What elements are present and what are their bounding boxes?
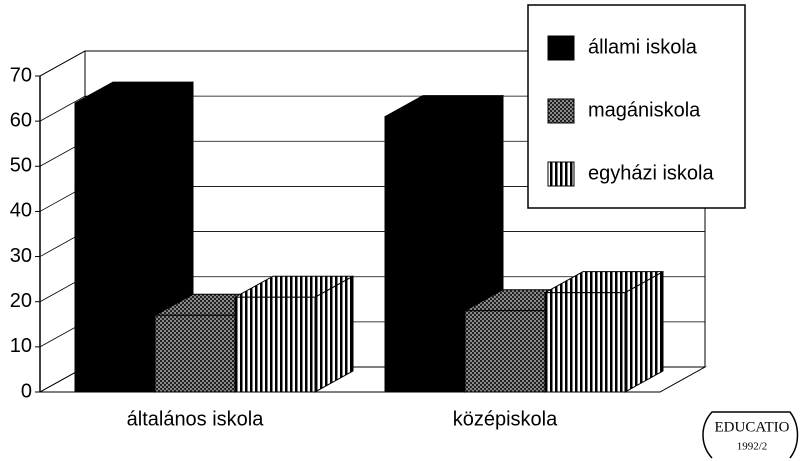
bar xyxy=(544,292,626,393)
y-tick-label: 60 xyxy=(10,109,32,131)
y-tick-label: 20 xyxy=(10,290,32,312)
x-tick-label: általános iskola xyxy=(127,408,265,430)
y-tick-label: 70 xyxy=(10,64,32,86)
y-tick-label: 30 xyxy=(10,245,32,267)
stamp-issue: 1992/2 xyxy=(737,441,768,453)
legend-swatch xyxy=(547,98,575,124)
stamp xyxy=(702,411,799,459)
y-tick-label: 40 xyxy=(10,200,32,222)
legend-label: állami iskola xyxy=(588,36,698,58)
legend-swatch xyxy=(547,35,575,61)
bar xyxy=(154,314,236,393)
y-tick-label: 10 xyxy=(10,335,32,357)
legend-swatch xyxy=(547,161,575,187)
grid-line xyxy=(39,50,705,77)
x-tick-label: középiskola xyxy=(453,408,558,430)
bar xyxy=(74,102,156,393)
y-tick-label: 50 xyxy=(10,155,32,177)
legend-label: magániskola xyxy=(588,99,701,121)
stamp-title: EDUCATIO xyxy=(715,419,790,435)
bar xyxy=(234,296,316,393)
y-tick-label: 0 xyxy=(21,380,32,402)
plot-area xyxy=(35,50,707,393)
bar xyxy=(464,310,546,393)
bar xyxy=(384,116,466,393)
legend-label: egyházi iskola xyxy=(588,162,715,184)
